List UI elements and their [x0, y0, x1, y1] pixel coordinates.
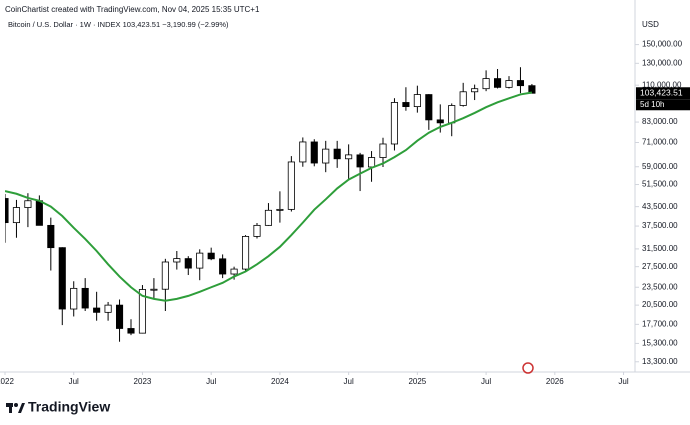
brand-logo	[6, 403, 25, 413]
brand: TradingView	[28, 399, 110, 415]
y-tick-label: 23,500.00	[642, 282, 678, 291]
x-tick-label: 2023	[134, 377, 152, 386]
x-tick-label: 2022	[0, 377, 14, 386]
candle-body	[241, 236, 250, 270]
candle-body	[173, 258, 181, 263]
candle-body	[219, 258, 227, 275]
plot-area	[5, 67, 536, 342]
candle-body	[93, 307, 101, 313]
candle-body	[230, 268, 238, 275]
price-label: 103,423.51	[640, 88, 683, 98]
candle-body	[253, 224, 261, 237]
price-label-box	[636, 87, 690, 100]
candle-body	[12, 207, 21, 224]
x-tick-label: Jul	[618, 377, 628, 386]
candle-body	[299, 141, 307, 163]
y-tick-label: 83,000.00	[642, 117, 678, 126]
x-tick-label: Jul	[481, 377, 491, 386]
candle-body	[482, 78, 490, 90]
candle-body	[425, 94, 433, 121]
candle-body	[471, 88, 479, 93]
candle-body	[436, 119, 444, 124]
y-tick-label: 20,500.00	[642, 300, 678, 309]
y-tick-label: 150,000.00	[642, 40, 683, 49]
candle-body	[333, 148, 341, 160]
candle-body	[127, 328, 135, 334]
candle-body	[150, 288, 158, 291]
candle-body	[310, 141, 318, 164]
candle-body	[367, 157, 376, 168]
logo-part	[9, 403, 12, 413]
moving-average	[5, 91, 533, 302]
candle-body	[493, 78, 502, 88]
y-tick-label: 71,000.00	[642, 138, 678, 147]
candle-body	[402, 102, 410, 108]
x-tick-label: 2026	[546, 377, 564, 386]
candle-body	[184, 258, 192, 269]
x-tick-label: Jul	[206, 377, 216, 386]
y-tick-label: 17,700.00	[642, 319, 678, 328]
y-tick-label: 43,500.00	[642, 202, 678, 211]
candle-body	[81, 287, 89, 309]
candle-body	[5, 198, 9, 224]
x-tick-label: Jul	[69, 377, 79, 386]
candle-body	[459, 91, 467, 106]
candle-body	[516, 80, 525, 87]
x-tick-label: 2025	[408, 377, 426, 386]
candle-body	[196, 252, 204, 269]
candle-body	[264, 209, 273, 226]
candle-body	[104, 304, 112, 313]
candle-body	[379, 143, 387, 158]
candle-body	[390, 102, 399, 145]
candle-body	[35, 200, 43, 226]
candle-body	[276, 208, 284, 211]
y-tick-label: 110,000.00	[642, 80, 682, 89]
candle-body	[345, 154, 353, 160]
y-tick-label: 59,000.00	[642, 162, 678, 171]
currency-label: USD	[642, 20, 659, 29]
x-tick-label: 2024	[271, 377, 289, 386]
candle-body	[58, 247, 66, 310]
logo-part	[18, 403, 25, 413]
y-tick-label: 31,500.00	[642, 244, 678, 253]
y-tick-label: 13,300.00	[642, 357, 678, 366]
candle-body	[161, 261, 169, 290]
logo-part	[14, 403, 18, 407]
y-tick-label: 27,500.00	[642, 262, 678, 271]
candle-body	[356, 154, 364, 168]
y-tick-label: 51,500.00	[642, 180, 678, 189]
countdown-box	[636, 99, 690, 111]
candle-body	[287, 161, 295, 210]
candle-body	[70, 287, 78, 310]
chart-header: CoinChartist created with TradingView.co…	[5, 5, 260, 14]
candle-body	[448, 105, 456, 124]
y-tick-label: 15,300.00	[642, 339, 678, 348]
event-flag	[522, 362, 534, 374]
candle-body	[115, 304, 124, 329]
chart-title: Bitcoin / U.S. Dollar · 1W · INDEX 103,4…	[8, 20, 229, 29]
candle-body	[505, 80, 513, 88]
x-tick-label: Jul	[344, 377, 354, 386]
candle-body	[413, 94, 421, 108]
countdown: 5d 10h	[640, 100, 664, 109]
candle-body	[24, 200, 32, 208]
candle-body	[322, 148, 330, 164]
y-tick-label: 130,000.00	[642, 58, 683, 67]
y-tick-label: 37,500.00	[642, 221, 678, 230]
candle-body	[47, 224, 55, 249]
candle-body	[207, 252, 215, 260]
candle-body	[138, 289, 147, 334]
